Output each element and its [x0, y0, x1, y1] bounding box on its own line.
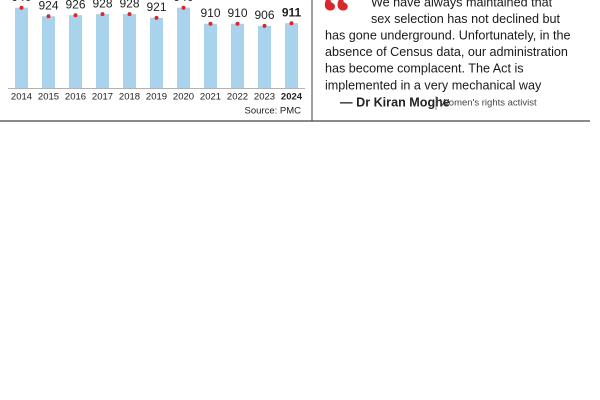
- quote-line: has gone underground. Unfortunately, in …: [325, 29, 571, 43]
- value-label: 921: [146, 0, 166, 14]
- x-tick-label: 2017: [92, 92, 113, 103]
- value-label: 940: [173, 0, 193, 4]
- value-label: 911: [282, 5, 302, 19]
- x-tick-label: 2016: [65, 92, 86, 103]
- quote-line: has become complacent. The Act is: [325, 62, 524, 76]
- quote-line: implemented in a very mechanical way: [325, 78, 542, 92]
- quote-line: absence of Census data, our administrati…: [325, 45, 568, 59]
- bar: [150, 17, 163, 88]
- x-tick-label: 2022: [227, 92, 248, 103]
- bar-marker: [127, 12, 132, 17]
- value-label: 928: [92, 0, 112, 10]
- bar: [231, 23, 244, 88]
- bar-marker: [262, 23, 267, 28]
- bar: [258, 25, 271, 88]
- bar-marker: [19, 5, 24, 10]
- x-tick-label: 2015: [38, 92, 59, 103]
- quote-role: Women's rights activist: [440, 98, 537, 109]
- bar-marker: [235, 21, 240, 26]
- x-tick-label: 2019: [146, 92, 167, 103]
- bar: [285, 23, 298, 88]
- x-tick-label: 2023: [254, 92, 275, 103]
- x-tick-label: 2024: [281, 92, 303, 103]
- x-tick-label: 2014: [11, 92, 32, 103]
- value-label: 924: [38, 0, 58, 12]
- source: Source: PMC: [245, 106, 302, 117]
- bar: [96, 14, 109, 89]
- value-label: 906: [254, 8, 274, 22]
- bar: [42, 16, 55, 89]
- bar-marker: [154, 15, 159, 20]
- bar-marker: [73, 13, 78, 18]
- value-label: 928: [119, 0, 139, 10]
- bar-marker: [181, 5, 186, 10]
- x-tick-label: 2020: [173, 92, 194, 103]
- bar: [177, 7, 190, 89]
- x-tick-label: 2021: [200, 92, 221, 103]
- value-label: 910: [227, 6, 247, 20]
- bar-marker: [289, 21, 294, 26]
- bar-marker: [208, 21, 213, 26]
- bar: [123, 14, 136, 89]
- quote-line: We have always maintained that: [371, 0, 553, 9]
- bar-marker: [100, 12, 105, 17]
- bar: [69, 15, 82, 89]
- value-label: 926: [65, 0, 85, 11]
- quote-mark: “: [322, 0, 351, 44]
- bar: [15, 7, 28, 89]
- quote-author: — Dr Kiran Moghe: [340, 95, 450, 109]
- value-label: 940: [11, 0, 31, 4]
- x-tick-label: 2018: [119, 92, 140, 103]
- quote-line: sex selection has not declined but: [371, 12, 561, 26]
- bar: [204, 23, 217, 88]
- value-label: 910: [200, 6, 220, 20]
- bar-marker: [46, 14, 51, 19]
